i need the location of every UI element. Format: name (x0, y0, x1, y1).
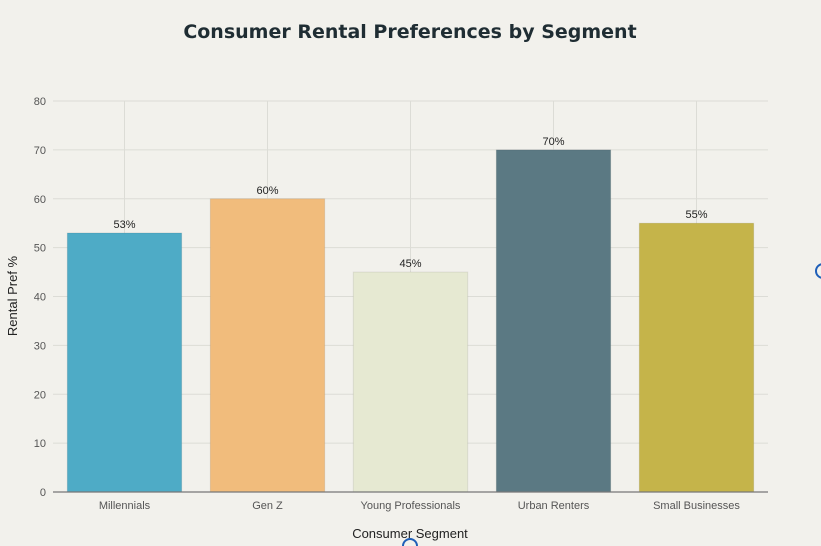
y-tick-label: 10 (34, 438, 46, 450)
y-axis-label: Rental Pref % (5, 255, 20, 336)
y-tick-label: 30 (34, 340, 46, 352)
x-tick-label: Young Professionals (361, 500, 461, 512)
y-tick-label: 0 (40, 487, 46, 499)
y-tick-label: 40 (34, 292, 46, 304)
data-label: 45% (399, 258, 421, 270)
bar-young-professionals[interactable] (352, 271, 469, 493)
x-tick-label: Small Businesses (653, 500, 740, 512)
drag-handle-right[interactable] (815, 263, 821, 279)
y-tick-label: 50 (34, 243, 46, 255)
x-tick-label: Urban Renters (518, 500, 590, 512)
data-label: 70% (542, 136, 564, 148)
bar-urban-renters[interactable] (495, 149, 612, 493)
x-tick-label: Millennials (99, 500, 151, 512)
data-label: 55% (685, 209, 707, 221)
bar-small-businesses[interactable] (638, 222, 755, 493)
drag-handle-bottom[interactable] (402, 538, 418, 546)
y-tick-label: 20 (34, 389, 46, 401)
chart-title: Consumer Rental Preferences by Segment (183, 21, 636, 43)
x-tick-label: Gen Z (252, 500, 283, 512)
y-tick-label: 70 (34, 145, 46, 157)
label-layer: 0 10 20 30 40 50 60 70 80 53% Millennials 60% Gen Z 4… (34, 96, 768, 512)
bar-millennials[interactable] (66, 232, 183, 493)
data-label: 60% (256, 185, 278, 197)
data-label: 53% (113, 219, 135, 231)
bar-gen-z[interactable] (209, 198, 326, 493)
bar-layer (66, 149, 755, 493)
x-axis-label: Consumer Segment (352, 526, 468, 541)
y-tick-label: 80 (34, 96, 46, 108)
y-tick-label: 60 (34, 194, 46, 206)
